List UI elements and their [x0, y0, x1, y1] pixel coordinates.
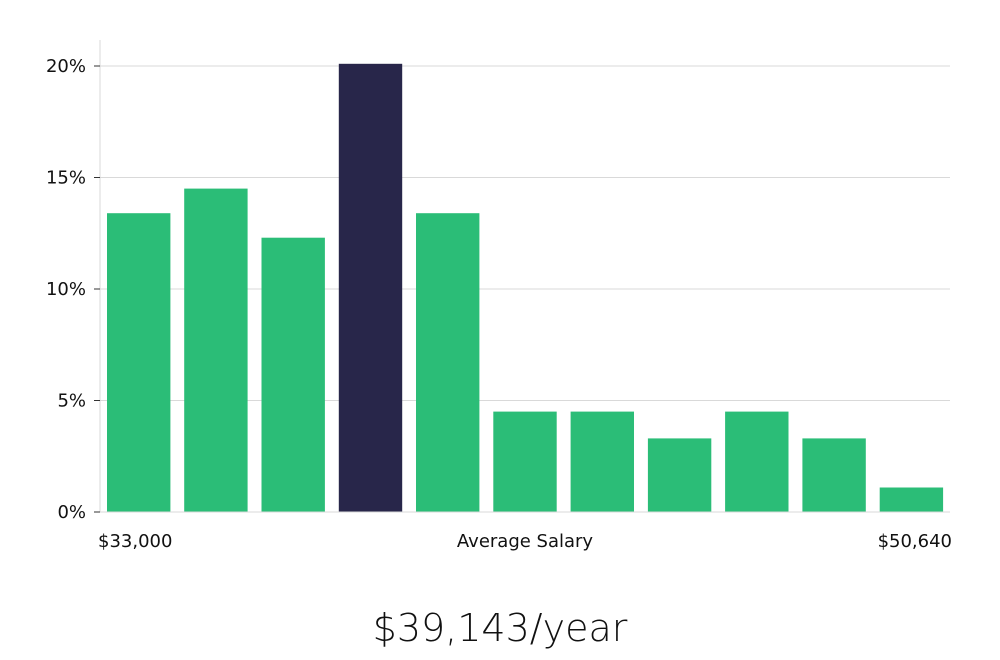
y-tick-label: 10% — [46, 279, 86, 300]
histogram-bar — [261, 237, 325, 512]
histogram-bar — [647, 438, 712, 512]
x-max-label: $50,640 — [878, 531, 952, 552]
x-min-label: $33,000 — [98, 531, 172, 552]
histogram-bar — [570, 411, 634, 512]
histogram-bar — [416, 213, 480, 512]
x-center-label: Average Salary — [457, 531, 594, 552]
y-tick-label: 0% — [57, 502, 86, 523]
y-tick-label: 5% — [57, 391, 86, 412]
histogram-bar — [802, 438, 866, 512]
bars — [107, 63, 944, 513]
y-tick-labels: 0% 5% 10% 15% 20% — [46, 56, 100, 523]
histogram-bar — [879, 487, 944, 512]
y-tick-label: 20% — [46, 56, 86, 77]
average-salary-value: $39,143/year — [372, 606, 628, 650]
histogram-bar — [493, 411, 557, 512]
histogram-bar — [725, 411, 789, 512]
salary-histogram-chart: 0% 5% 10% 15% 20% $33,000 Average Salary $50… — [46, 40, 952, 552]
y-tick-label: 15% — [46, 168, 86, 189]
histogram-bar — [107, 213, 171, 512]
histogram-bar-average — [338, 63, 403, 513]
histogram-bar — [184, 188, 248, 512]
